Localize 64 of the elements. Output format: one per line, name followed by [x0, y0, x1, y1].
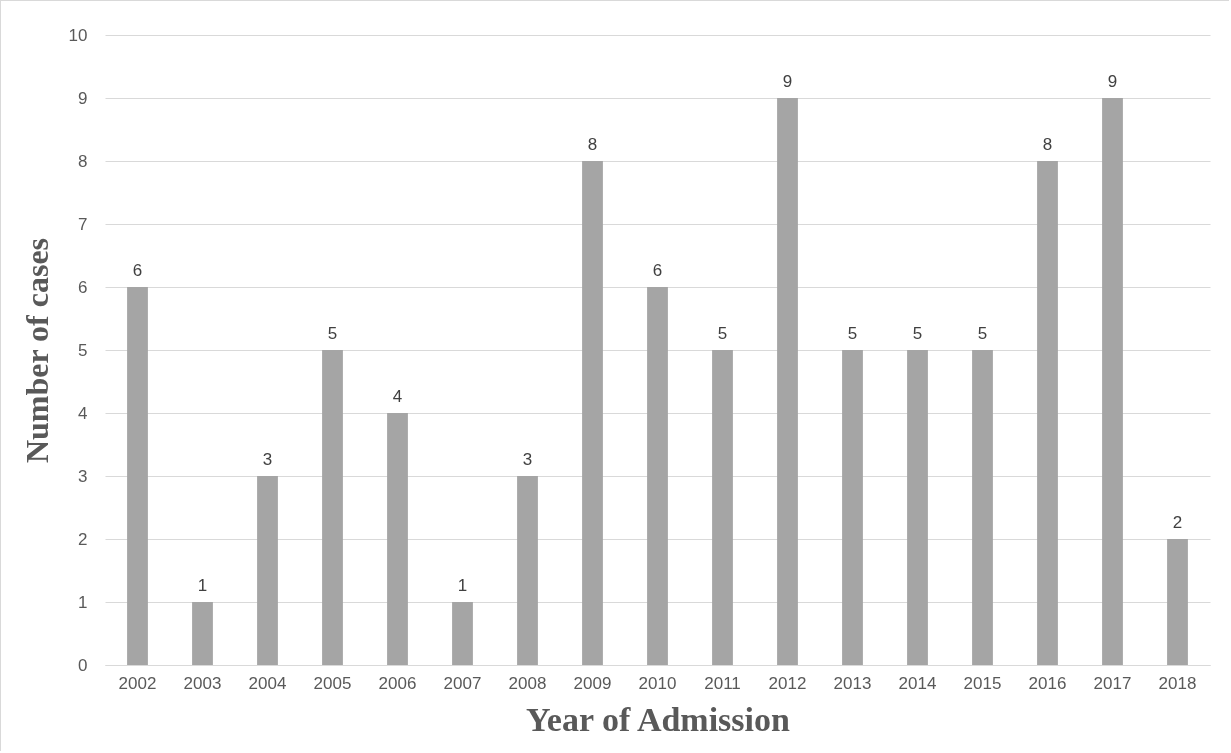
x-tick-label: 2015 — [963, 673, 1002, 693]
bar — [127, 287, 148, 665]
data-label: 9 — [782, 72, 793, 91]
x-tick-label: 2002 — [118, 673, 157, 693]
x-tick-label: 2018 — [1158, 673, 1197, 693]
data-label: 8 — [1042, 135, 1053, 154]
bar — [582, 161, 603, 665]
x-axis-title: Year of Admission — [526, 700, 791, 738]
data-label: 5 — [912, 324, 923, 343]
bar — [517, 476, 538, 665]
y-axis-title: Number of cases — [18, 237, 55, 464]
x-tick-label: 2009 — [573, 673, 612, 693]
bar — [387, 413, 408, 665]
y-tick-label: 10 — [68, 25, 88, 45]
x-tick-label: 2013 — [833, 673, 872, 693]
bar — [257, 476, 278, 665]
data-label: 4 — [392, 387, 403, 406]
y-tick-label: 7 — [78, 214, 88, 234]
data-label: 6 — [132, 261, 143, 280]
y-tick-label: 4 — [78, 403, 88, 423]
data-label: 5 — [977, 324, 988, 343]
x-tick-label: 2014 — [898, 673, 937, 693]
data-label: 8 — [587, 135, 598, 154]
y-tick-label: 3 — [78, 466, 88, 486]
x-tick-label: 2017 — [1093, 673, 1132, 693]
data-label: 1 — [457, 576, 468, 595]
data-label: 5 — [847, 324, 858, 343]
x-tick-label: 2004 — [248, 673, 287, 693]
data-label: 3 — [262, 450, 273, 469]
bar — [647, 287, 668, 665]
y-tick-label: 8 — [78, 151, 88, 171]
bar — [712, 350, 733, 665]
data-label: 2 — [1172, 513, 1183, 532]
bar — [777, 98, 798, 665]
y-tick-label: 5 — [78, 340, 88, 360]
data-label: 6 — [652, 261, 663, 280]
x-tick-label: 2016 — [1028, 673, 1067, 693]
x-tick-label: 2003 — [183, 673, 222, 693]
bar — [907, 350, 928, 665]
y-tick-label: 6 — [78, 277, 88, 297]
data-label: 5 — [717, 324, 728, 343]
y-tick-label: 0 — [78, 655, 88, 675]
x-tick-label: 2010 — [638, 673, 677, 693]
bar — [452, 602, 473, 665]
y-tick-label: 2 — [78, 529, 88, 549]
bar — [1102, 98, 1123, 665]
data-label: 9 — [1107, 72, 1118, 91]
x-tick-label: 2011 — [704, 673, 741, 693]
data-label: 1 — [197, 576, 208, 595]
bar — [972, 350, 993, 665]
bar — [322, 350, 343, 665]
x-tick-label: 2007 — [443, 673, 482, 693]
x-tick-label: 2012 — [768, 673, 807, 693]
bar — [1037, 161, 1058, 665]
x-tick-label: 2005 — [313, 673, 352, 693]
bar — [192, 602, 213, 665]
data-label: 5 — [327, 324, 338, 343]
x-tick-label: 2008 — [508, 673, 547, 693]
y-tick-label: 1 — [78, 592, 88, 612]
data-label: 3 — [522, 450, 533, 469]
x-tick-label: 2006 — [378, 673, 417, 693]
bar — [1167, 539, 1188, 665]
bar — [842, 350, 863, 665]
y-tick-label: 9 — [78, 88, 88, 108]
